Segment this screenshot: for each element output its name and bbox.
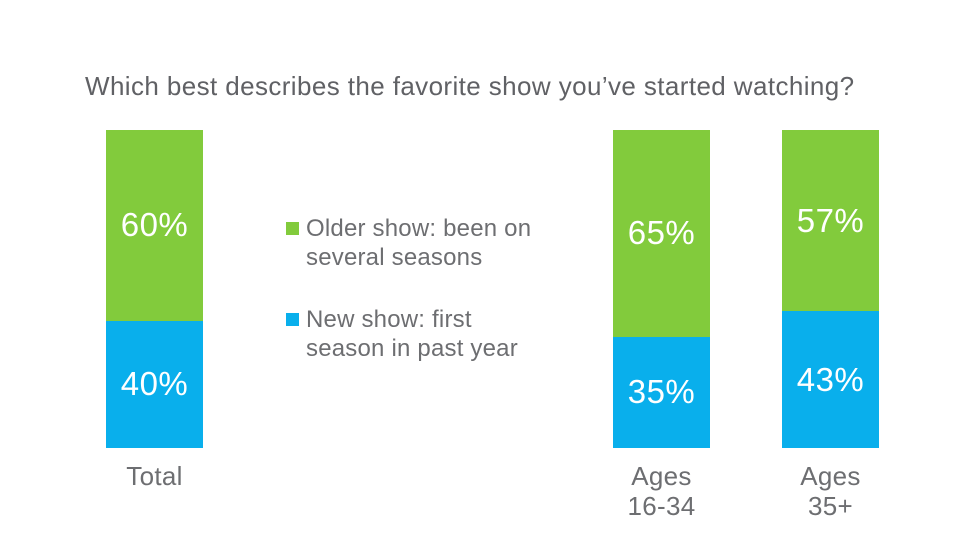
value-label: 60%: [120, 206, 189, 244]
category-label-line: Total: [126, 461, 183, 491]
value-label: 65%: [627, 214, 696, 252]
category-label-line: 16-34: [627, 491, 696, 521]
legend-label-line: several seasons: [306, 244, 483, 271]
legend-label-new-show: New show: first season in past year: [306, 305, 518, 363]
segment-new-show: 40%: [106, 320, 203, 448]
value-label: 40%: [120, 365, 189, 403]
legend-swatch-new-show-icon: [286, 313, 299, 326]
category-label-line: 35+: [807, 491, 853, 521]
legend-label-older-show: Older show: been on several seasons: [306, 214, 531, 272]
stacked-bar-ages-16-34: 65% 35%: [613, 130, 710, 448]
legend: Older show: been on several seasons New s…: [286, 214, 531, 363]
legend-item-new-show: New show: first season in past year: [286, 305, 531, 363]
segment-older-show: 60%: [106, 130, 203, 321]
stacked-bar-total: 60% 40%: [106, 130, 203, 448]
legend-item-older-show: Older show: been on several seasons: [286, 214, 531, 272]
legend-label-line: season in past year: [306, 335, 518, 362]
legend-label-line: Older show: been on: [306, 215, 532, 242]
category-label: Ages 35+: [782, 461, 879, 521]
stacked-bar-ages-35-: 57% 43%: [782, 130, 879, 448]
value-label: 35%: [627, 373, 696, 411]
segment-new-show: 43%: [782, 311, 879, 448]
category-label-line: Ages: [631, 461, 692, 491]
value-label: 57%: [796, 201, 865, 239]
chart-title: Which best describes the favorite show y…: [85, 71, 855, 101]
legend-label-line: New show: first: [306, 306, 472, 333]
category-label: Ages 16-34: [613, 461, 710, 521]
segment-older-show: 65%: [613, 130, 710, 337]
legend-swatch-older-show-icon: [286, 222, 299, 235]
segment-older-show: 57%: [782, 130, 879, 312]
segment-new-show: 35%: [613, 336, 710, 448]
category-label-line: Ages: [800, 461, 861, 491]
value-label: 43%: [796, 360, 865, 398]
category-label: Total: [106, 461, 203, 491]
